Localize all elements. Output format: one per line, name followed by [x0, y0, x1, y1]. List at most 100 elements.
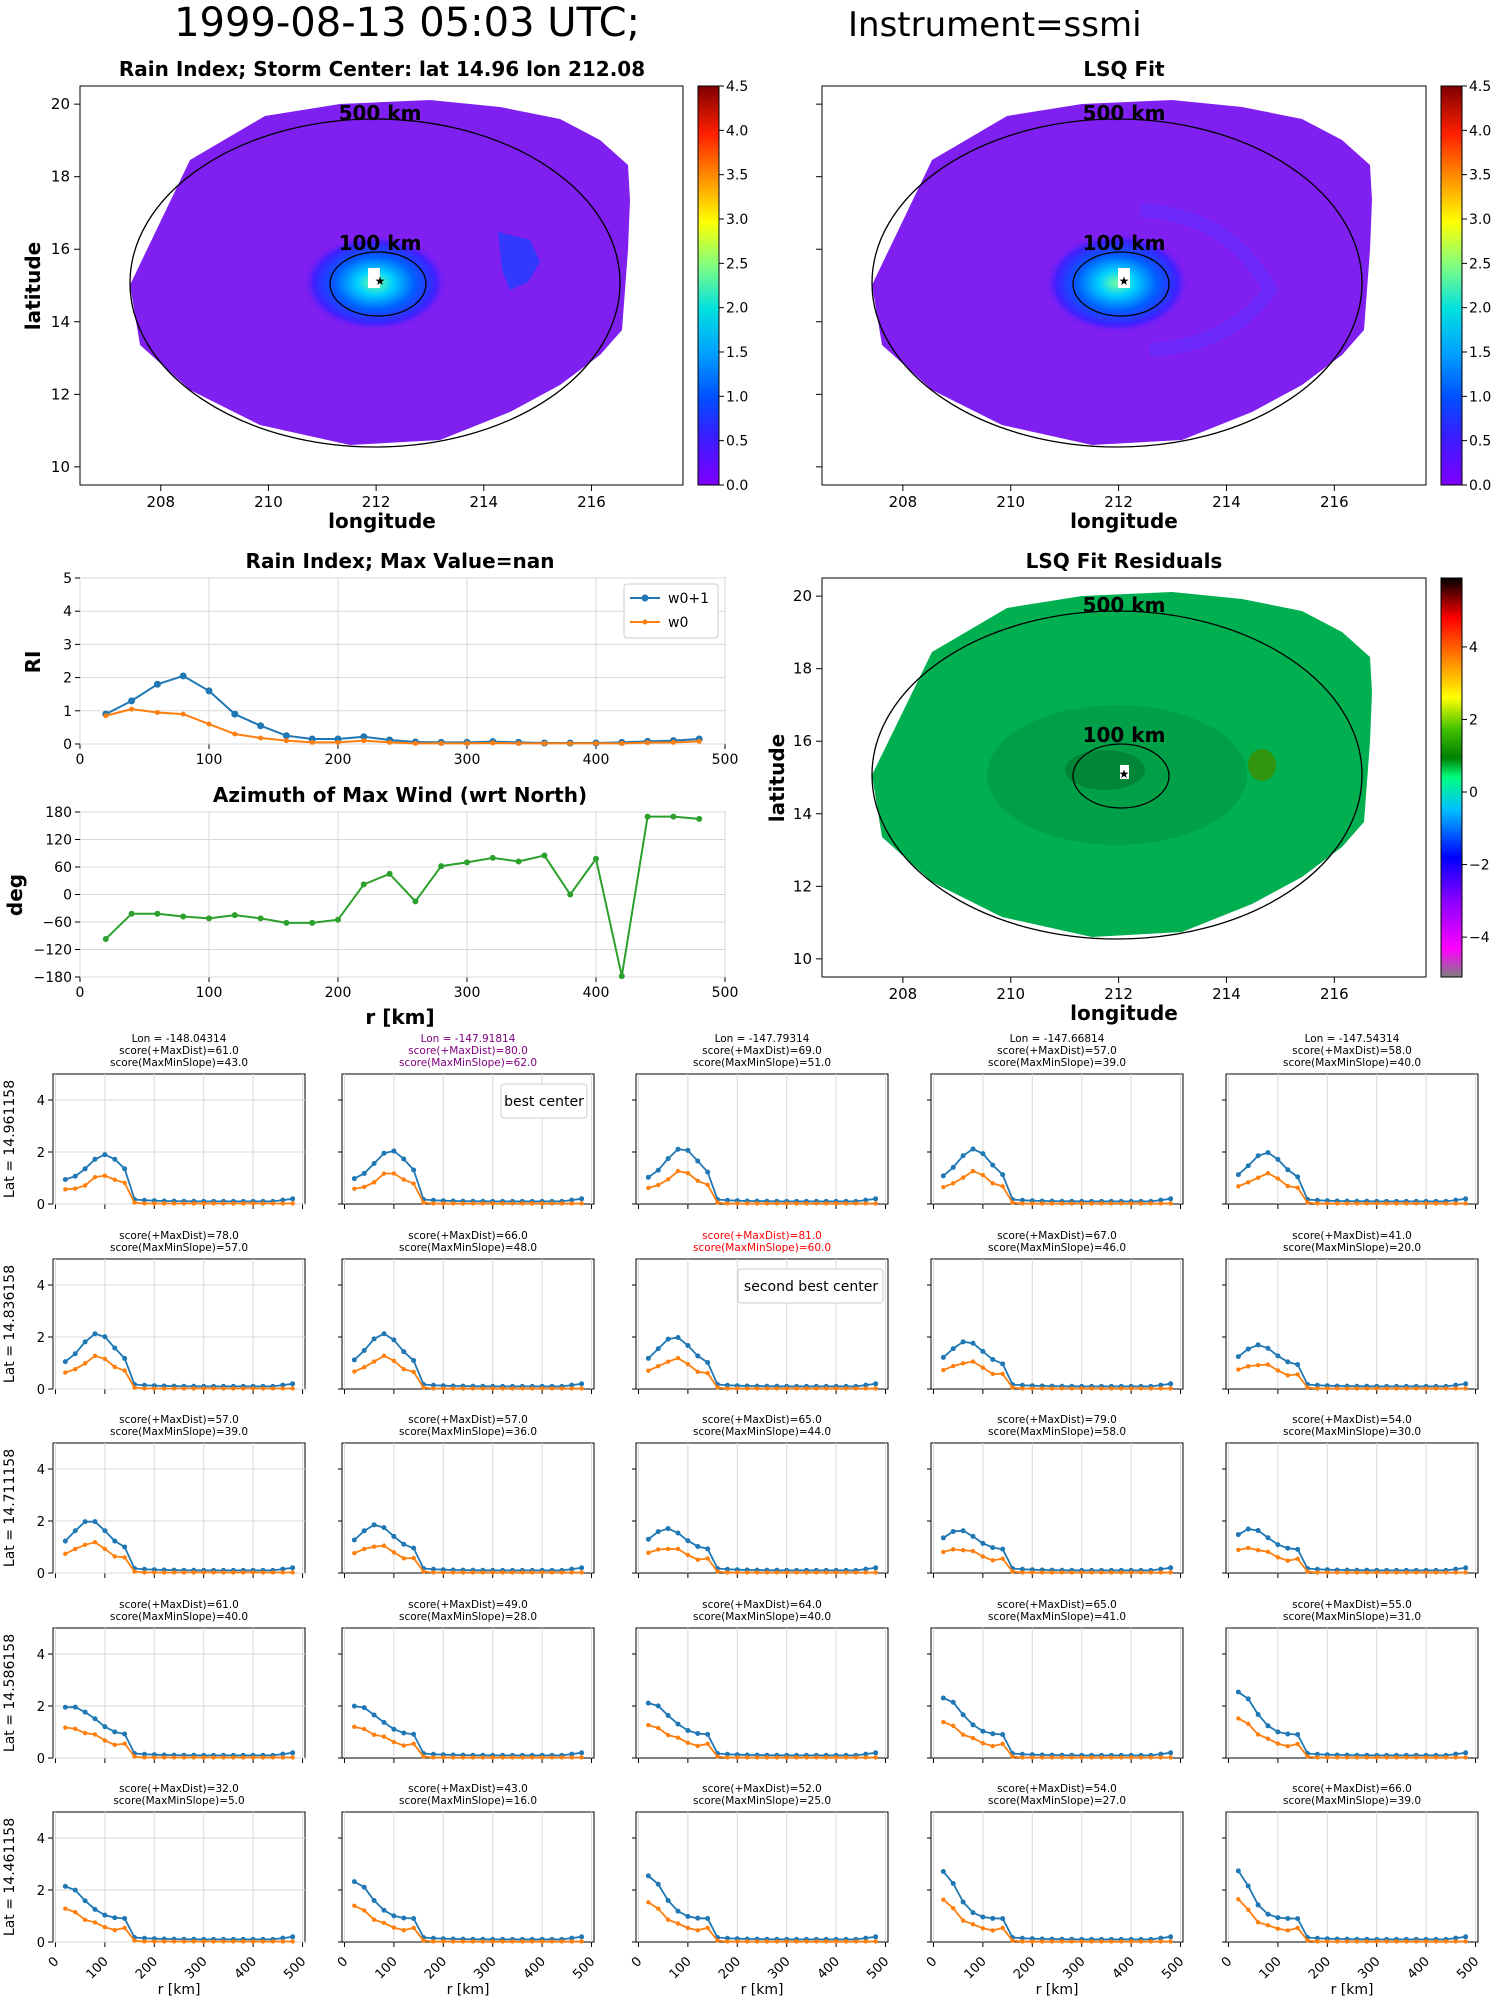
residuals-map: LSQ Fit Residuals ★ 500 km 100 km 208 210… [765, 549, 1490, 1025]
plot-area [341, 1258, 595, 1390]
cell-w0-marker [1433, 1939, 1439, 1944]
cell-w0plus1-marker [1168, 1934, 1174, 1940]
grid-xlabel: r [km] [741, 1982, 784, 1998]
cell-w0-marker [1275, 1926, 1281, 1931]
cell-w0plus1-marker [1453, 1566, 1459, 1572]
cell-w0-marker [421, 1754, 426, 1759]
cell-w0-marker [1109, 1386, 1114, 1391]
cell-w0-marker [1089, 1755, 1094, 1760]
cell-w0-marker [774, 1755, 780, 1760]
best-center-legend [500, 1083, 588, 1119]
series-w0-marker [309, 739, 315, 745]
cell-w0-marker [843, 1939, 849, 1944]
y-tick-label: 4 [37, 1648, 45, 1663]
cell-w0-marker [73, 1546, 78, 1552]
cell-w0-marker [520, 1570, 525, 1575]
cell-w0plus1-marker [695, 1158, 701, 1164]
cell-w0-marker [1453, 1201, 1458, 1206]
plot-area [635, 1627, 889, 1759]
cell-w0-marker [371, 1732, 377, 1737]
cell-w0plus1-marker [579, 1934, 585, 1940]
plot-area [341, 1627, 595, 1759]
cell-w0-marker [774, 1570, 780, 1575]
cell-w0plus1-marker [1019, 1197, 1025, 1203]
plot-area [930, 1442, 1184, 1574]
cell-w0plus1-marker [1265, 1345, 1271, 1351]
cell-w0plus1-marker [1275, 1542, 1281, 1548]
x-tick-label: 400 [583, 752, 610, 768]
cell-w0-marker [1236, 1897, 1241, 1902]
cell-w0-marker [764, 1755, 770, 1760]
cell-w0-marker [980, 1172, 986, 1178]
cell-w0plus1-marker [724, 1382, 730, 1388]
cell-w0-marker [1384, 1386, 1389, 1391]
cell-w0-marker [1453, 1570, 1458, 1575]
cell-w0plus1-marker [1295, 1732, 1301, 1738]
cell-w0-marker [201, 1386, 206, 1391]
cell-w0plus1-marker [1453, 1935, 1459, 1941]
az-chart-ylabel: deg [3, 874, 27, 916]
cell-w0-marker [824, 1939, 829, 1944]
cell-w0-marker [231, 1201, 236, 1206]
cell-w0-marker [371, 1544, 377, 1549]
cell-w0plus1-marker [401, 1541, 407, 1547]
cell-w0plus1-marker [705, 1546, 711, 1552]
cell-w0-marker [833, 1570, 839, 1575]
cell-w0plus1-marker [980, 1728, 986, 1734]
cell-w0-marker [833, 1201, 839, 1206]
cell-w0plus1-marker [361, 1884, 367, 1890]
cell-w0-marker [853, 1201, 859, 1206]
cell-w0plus1-marker [1158, 1197, 1164, 1203]
cell-w0-marker [863, 1939, 868, 1944]
cell-w0-marker [142, 1939, 147, 1944]
cell-w0-marker [82, 1542, 88, 1547]
cell-w0plus1-marker [1275, 1915, 1281, 1921]
series-w0-marker [103, 713, 109, 719]
cell-w0plus1-marker [685, 1343, 691, 1349]
cell-w0plus1-marker [863, 1197, 869, 1203]
cell-w0plus1-marker [391, 1148, 397, 1154]
cell-w0plus1-marker [82, 1898, 88, 1904]
cell-w0-marker [102, 1356, 108, 1362]
cell-w0-marker [804, 1570, 809, 1575]
cell-w0plus1-marker [665, 1713, 671, 1719]
cell-w0-marker [1315, 1570, 1320, 1575]
cell-w0-marker [695, 1928, 700, 1933]
cell-w0plus1-marker [645, 1355, 651, 1361]
cell-w0plus1-marker [1285, 1915, 1291, 1921]
x-tick-label: 200 [716, 1954, 744, 1982]
cell-w0-marker [990, 1371, 995, 1377]
cell-w0plus1-marker [665, 1897, 671, 1903]
cell-w0-marker [1020, 1201, 1025, 1206]
cell-w0-marker [362, 1726, 367, 1732]
cell-w0plus1-marker [655, 1167, 661, 1173]
cell-w0plus1-marker [411, 1358, 417, 1364]
cell-w0-marker [1275, 1368, 1281, 1373]
map-ytick-label: 10 [793, 950, 812, 968]
cell-w0-marker [1079, 1201, 1084, 1206]
cell-w0-marker [1374, 1939, 1379, 1944]
cell-w0-marker [665, 1359, 671, 1364]
cell-w0plus1-marker [705, 1916, 711, 1922]
cell-w0-marker [411, 1181, 416, 1186]
cell-w0-marker [1414, 1570, 1419, 1575]
cell-w0-marker [1265, 1736, 1271, 1741]
map-ytick-label: 16 [51, 240, 70, 258]
x-tick-label: 0 [1219, 1954, 1235, 1970]
cell-w0-marker [1295, 1185, 1300, 1190]
cell-w0-marker [1030, 1570, 1035, 1575]
cell-w0-marker [171, 1570, 177, 1575]
cell-w0-marker [1255, 1920, 1261, 1925]
score-maxdist: score(+MaxDist)=61.0 [119, 1599, 239, 1611]
x-tick-label: 200 [1306, 1954, 1334, 1982]
series-w0plus1-marker [153, 680, 161, 688]
map-xtick-label: 212 [1104, 493, 1133, 511]
cell-w0plus1-marker [970, 1340, 976, 1346]
cell-w0plus1-marker [141, 1751, 147, 1757]
series-azimuth-marker [102, 935, 109, 942]
cell-w0-marker [1394, 1755, 1399, 1760]
y-tick-label: 0 [63, 888, 72, 904]
cell-w0plus1-marker [1245, 1883, 1251, 1889]
cell-w0-marker [1404, 1570, 1409, 1575]
